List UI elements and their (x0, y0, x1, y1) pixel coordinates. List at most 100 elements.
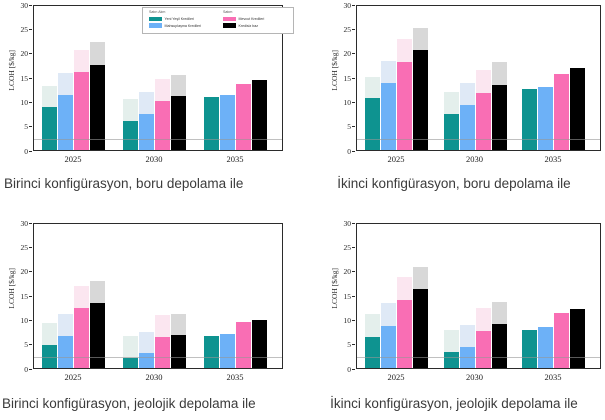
y-tick-label: 15 (20, 73, 29, 83)
bar-teal (365, 98, 380, 150)
bar-black (171, 96, 186, 150)
y-tick-label: 10 (343, 97, 352, 107)
y-tick-mark (352, 271, 355, 273)
panel-ikinci-boru: LCOH [$/kg] 0 5 10 15 20 25 30 2025 2030 2035 İkin… (303, 0, 605, 205)
y-tick-label: 10 (343, 315, 352, 325)
bar-pink (554, 73, 569, 150)
x-tick-label-2035: 2035 (544, 154, 562, 164)
bar-group-2030 (443, 224, 508, 368)
x-tick-label-2035: 2035 (544, 372, 562, 382)
legend-item-label: Mahsuplaşma Kredileri (164, 23, 202, 28)
y-tick-label: 20 (20, 267, 29, 277)
bar-teal (522, 89, 537, 150)
bar-black (413, 289, 428, 368)
chart-birinci-jeolojik: LCOH [$/kg] 0 5 10 15 20 25 30 2025 2030 2035 (0, 218, 302, 388)
bar-blue (220, 334, 235, 368)
bar-teal (123, 357, 138, 368)
bar-teal (204, 96, 219, 150)
y-tick-label: 15 (20, 291, 29, 301)
bar-pink (236, 83, 251, 150)
y-tick-mark (352, 126, 355, 128)
bar-group-2035 (522, 6, 586, 150)
y-tick-mark (352, 150, 355, 152)
y-tick-mark (29, 53, 32, 55)
y-tick-mark (29, 246, 32, 248)
bar-pink (397, 299, 412, 368)
bar-pink (74, 72, 89, 150)
plot-area: Satın Alım Yeni Yeşil Kredileri Mahsuplaşm… (33, 5, 294, 151)
bar-black (570, 308, 585, 368)
bar-pink (475, 331, 491, 368)
bar-black (252, 79, 267, 150)
y-tick-mark (29, 344, 32, 346)
bar-pink (236, 322, 251, 368)
y-tick-mark (352, 344, 355, 346)
y-tick-label: 30 (343, 218, 352, 228)
bar-black (413, 49, 428, 150)
bar-teal (123, 120, 138, 150)
bar-pink (74, 308, 89, 368)
bar-teal (443, 113, 459, 150)
bar-black (90, 302, 105, 368)
bar-teal (42, 107, 57, 150)
bar-blue (538, 86, 553, 150)
x-tick-label-2030: 2030 (466, 372, 483, 382)
bar-teal (365, 336, 380, 368)
bar-group-2025 (365, 6, 429, 150)
bar-group-2025 (42, 224, 106, 368)
legend-item: Mevcut Kredileri (223, 16, 264, 22)
y-tick-label: 25 (343, 242, 352, 252)
bar-group-2035 (522, 224, 586, 368)
bar-blue (58, 95, 73, 150)
bar-black (171, 334, 186, 368)
y-tick-label: 5 (347, 340, 351, 350)
legend-group: Satım Mevcut Kredileri Kredisiz baz (223, 10, 264, 29)
plot-area (33, 223, 283, 369)
y-tick-mark (352, 246, 355, 248)
caption-birinci-boru: Birinci konfigürasyon, boru depolama ile (4, 176, 244, 191)
y-tick-label: 20 (343, 49, 352, 59)
y-tick-label: 10 (20, 315, 29, 325)
y-tick-label: 5 (24, 122, 28, 132)
bar-pink (397, 61, 412, 150)
bar-group-2035 (204, 6, 268, 150)
bar-teal (42, 344, 57, 368)
reference-line (357, 357, 600, 359)
y-tick-label: 20 (20, 49, 29, 59)
bar-blue (381, 326, 396, 368)
y-tick-label: 25 (343, 24, 352, 34)
x-tick-label-2025: 2025 (387, 154, 405, 164)
bar-black (570, 68, 585, 150)
teal-swatch (149, 16, 162, 22)
legend-item: Mahsuplaşma Kredileri (149, 23, 202, 29)
reference-line (34, 139, 282, 141)
bar-pink (155, 336, 170, 368)
y-tick-label: 25 (20, 24, 29, 34)
y-tick-mark (352, 295, 355, 297)
reference-line (34, 357, 282, 359)
legend-item-label: Kredisiz baz (238, 23, 259, 28)
panel-ikinci-jeolojik: LCOH [$/kg] 0 5 10 15 20 25 30 2025 2030 2035 İkin… (303, 210, 605, 415)
plot-area (356, 5, 601, 151)
y-tick-label: 0 (347, 364, 351, 374)
bar-group-2030 (123, 6, 187, 150)
chart-birinci-boru: LCOH [$/kg] Satın Alım Yeni Yeşil Krediler… (0, 0, 302, 170)
y-tick-mark (29, 77, 32, 79)
bar-black (491, 84, 507, 150)
y-tick-label: 5 (24, 340, 28, 350)
x-tick-label-2025: 2025 (64, 154, 82, 164)
x-tick-label-2030: 2030 (145, 154, 163, 164)
y-tick-mark (352, 77, 355, 79)
y-tick-mark (352, 368, 355, 370)
legend-group: Satın Alım Yeni Yeşil Kredileri Mahsuplaşm… (149, 10, 202, 29)
chart-ikinci-boru: LCOH [$/kg] 0 5 10 15 20 25 30 2025 2030 2035 (303, 0, 605, 170)
caption-ikinci-jeolojik: İkinci konfigürasyon, jeolojik depolama … (330, 396, 578, 411)
y-tick-label: 0 (24, 364, 28, 374)
reference-line (357, 139, 600, 141)
y-tick-mark (29, 222, 32, 224)
bar-group-2030 (123, 224, 187, 368)
y-tick-label: 30 (20, 218, 29, 228)
bar-teal (522, 329, 537, 368)
bar-pink (475, 92, 491, 150)
